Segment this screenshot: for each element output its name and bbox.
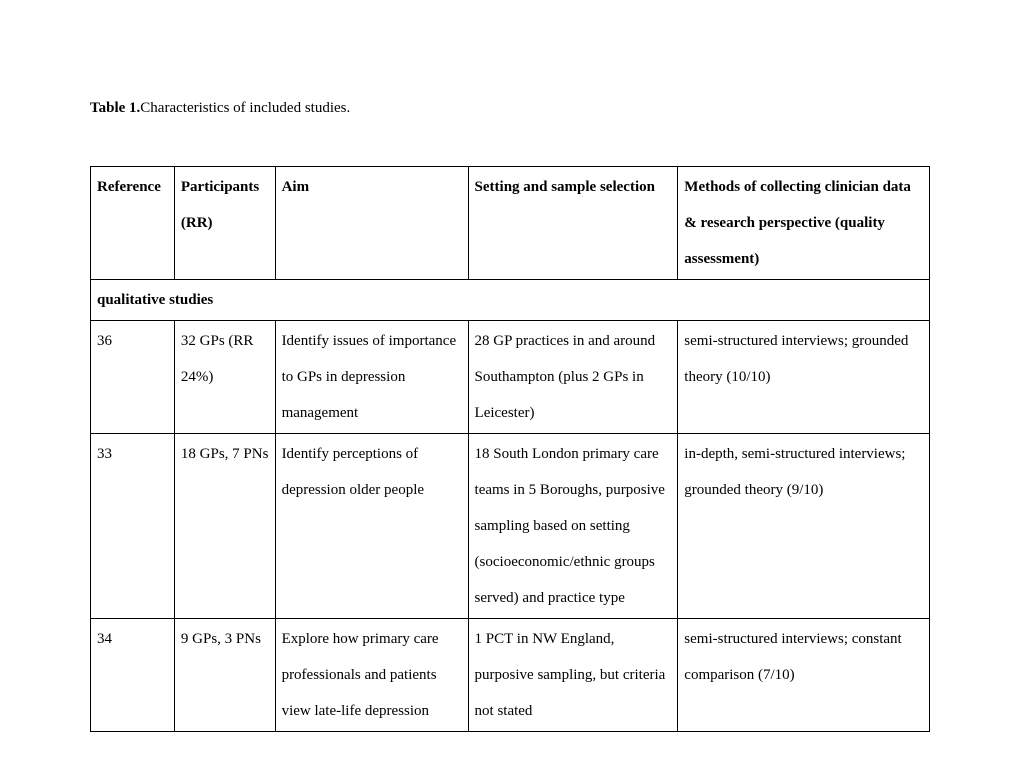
caption-text: Characteristics of included studies. bbox=[140, 100, 350, 116]
cell-participants: 18 GPs, 7 PNs bbox=[174, 434, 275, 619]
section-label: qualitative studies bbox=[91, 280, 930, 321]
cell-reference: 33 bbox=[91, 434, 175, 619]
cell-aim: Identify issues of importance to GPs in … bbox=[275, 321, 468, 434]
cell-reference: 36 bbox=[91, 321, 175, 434]
cell-participants: 9 GPs, 3 PNs bbox=[174, 619, 275, 732]
section-row: qualitative studies bbox=[91, 280, 930, 321]
table-caption: Table 1.Characteristics of included stud… bbox=[90, 90, 930, 126]
table-body: qualitative studies 36 32 GPs (RR 24%) I… bbox=[91, 280, 930, 732]
cell-methods: semi-structured interviews; constant com… bbox=[678, 619, 930, 732]
cell-setting: 28 GP practices in and around Southampto… bbox=[468, 321, 678, 434]
col-participants: Participants (RR) bbox=[174, 167, 275, 280]
cell-methods: semi-structured interviews; grounded the… bbox=[678, 321, 930, 434]
cell-aim: Identify perceptions of depression older… bbox=[275, 434, 468, 619]
col-aim: Aim bbox=[275, 167, 468, 280]
cell-methods: in-depth, semi-structured interviews; gr… bbox=[678, 434, 930, 619]
cell-reference: 34 bbox=[91, 619, 175, 732]
col-reference: Reference bbox=[91, 167, 175, 280]
table-row: 33 18 GPs, 7 PNs Identify perceptions of… bbox=[91, 434, 930, 619]
col-setting: Setting and sample selection bbox=[468, 167, 678, 280]
table-header-row: Reference Participants (RR) Aim Setting … bbox=[91, 167, 930, 280]
cell-setting: 1 PCT in NW England, purposive sampling,… bbox=[468, 619, 678, 732]
table-row: 36 32 GPs (RR 24%) Identify issues of im… bbox=[91, 321, 930, 434]
studies-table: Reference Participants (RR) Aim Setting … bbox=[90, 166, 930, 732]
cell-setting: 18 South London primary care teams in 5 … bbox=[468, 434, 678, 619]
caption-label: Table 1. bbox=[90, 100, 140, 116]
cell-participants: 32 GPs (RR 24%) bbox=[174, 321, 275, 434]
cell-aim: Explore how primary care professionals a… bbox=[275, 619, 468, 732]
table-row: 34 9 GPs, 3 PNs Explore how primary care… bbox=[91, 619, 930, 732]
col-methods: Methods of collecting clinician data & r… bbox=[678, 167, 930, 280]
